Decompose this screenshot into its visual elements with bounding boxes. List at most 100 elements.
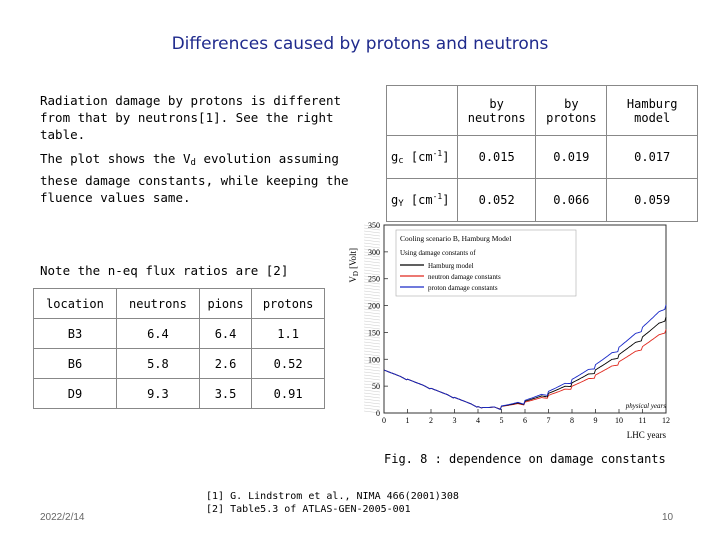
table-cell: 0.52 (251, 348, 325, 379)
table-cell: 1.1 (251, 318, 325, 349)
hatch-line (363, 338, 381, 342)
hatch-line (363, 380, 381, 384)
x-tick-label: 8 (570, 416, 574, 425)
table-cell: 0.059 (606, 178, 698, 222)
hatch-line (363, 278, 381, 282)
table-cell: 3.5 (198, 378, 253, 409)
slide-title: Differences caused by protons and neutro… (171, 34, 549, 54)
hatch-line (363, 392, 381, 396)
x-tick-label: 11 (639, 416, 647, 425)
table-cell: B6 (33, 348, 117, 379)
y-axis-ticks: 0 50 100 150 200 250 300 350 (368, 221, 388, 418)
desc-sub: d (190, 158, 196, 168)
legend-subtitle: Using damage constants of (400, 249, 476, 257)
header-protons: protons (251, 288, 325, 319)
plot-hatching (363, 224, 381, 414)
legend-entry-neutron: neutron damage constants (428, 273, 501, 281)
table-cell: 0.91 (251, 378, 325, 409)
hatch-line (363, 365, 381, 369)
hatch-line (363, 227, 381, 231)
table-cell: B3 (33, 318, 117, 349)
hatch-line (363, 281, 381, 285)
hatch-line (363, 350, 381, 354)
hatch-line (363, 389, 381, 393)
plot-annotation: physical years (625, 402, 667, 410)
table-row: D9 9.3 3.5 0.91 (33, 378, 325, 409)
table-corner (386, 85, 458, 136)
y-tick-label: 200 (368, 302, 380, 311)
hatch-line (363, 377, 381, 381)
hatch-line (363, 407, 381, 411)
x-tick-label: 6 (523, 416, 527, 425)
hatch-line (363, 287, 381, 291)
hatch-line (363, 248, 381, 252)
x-tick-label: 0 (382, 416, 386, 425)
hatch-line (363, 305, 381, 309)
hatch-line (363, 242, 381, 246)
reference-1: [1] G. Lindstrom et al., NIMA 466(2001)3… (206, 491, 459, 502)
hatch-line (363, 404, 381, 408)
flux-note: Note the n-eq flux ratios are [2] (40, 263, 289, 278)
hatch-line (363, 341, 381, 345)
legend-entry-hamburg: Hamburg model (428, 262, 474, 270)
hatch-line (363, 275, 381, 279)
hatch-line (363, 230, 381, 234)
y-tick-label: 150 (368, 328, 380, 337)
table-cell: 0.015 (456, 135, 537, 179)
hatch-line (363, 263, 381, 267)
hatch-line (363, 269, 381, 273)
hatch-line (363, 326, 381, 330)
legend-entry-proton: proton damage constants (428, 284, 498, 292)
hatch-line (363, 239, 381, 243)
table-cell: 0.052 (456, 178, 537, 222)
row-label-gc: gc [cm-1] (386, 135, 458, 179)
hatch-line (363, 335, 381, 339)
x-tick-label: 12 (662, 416, 670, 425)
header-neutrons: by neutrons (456, 85, 537, 136)
row-label-gy: gY [cm-1] (386, 178, 458, 222)
hatch-line (363, 272, 381, 276)
y-tick-label: 300 (368, 248, 380, 257)
y-tick-label: 250 (368, 275, 380, 284)
hatch-line (363, 260, 381, 264)
hatch-line (363, 251, 381, 255)
hatch-line (363, 296, 381, 300)
plot-curves (383, 304, 667, 411)
hatch-line (363, 254, 381, 258)
y-tick-label: 0 (376, 409, 380, 418)
plot-description: The plot shows the Vd evolution assuming… (40, 150, 370, 206)
hatch-line (363, 233, 381, 237)
table-cell: 5.8 (115, 348, 200, 379)
hatch-line (363, 314, 381, 318)
table-row: B6 5.8 2.6 0.52 (33, 348, 325, 379)
hatch-line (363, 299, 381, 303)
x-tick-label: 4 (476, 416, 480, 425)
x-axis-ticks: 0 1 2 3 4 5 6 7 8 9 10 11 12 (382, 409, 670, 425)
curve-proton (383, 304, 667, 411)
table-cell: D9 (33, 378, 117, 409)
hatch-line (363, 320, 381, 324)
hatch-line (363, 347, 381, 351)
slide-date: 2022/2/14 (40, 512, 85, 523)
hatch-line (363, 317, 381, 321)
hatch-line (363, 383, 381, 387)
hatch-line (363, 266, 381, 270)
hatch-line (363, 401, 381, 405)
hatch-line (363, 236, 381, 240)
header-location: location (33, 288, 117, 319)
plot-legend: Cooling scenario B, Hamburg Model Using … (395, 229, 577, 297)
desc-after: evolution assuming these damage constant… (40, 151, 349, 205)
table-cell: 6.4 (115, 318, 200, 349)
hatch-line (363, 323, 381, 327)
references: [1] G. Lindstrom et al., NIMA 466(2001)3… (206, 490, 459, 516)
hatch-line (363, 398, 381, 402)
flux-ratio-table: location neutrons pions protons B3 6.4 6… (33, 288, 325, 409)
x-tick-label: 10 (615, 416, 623, 425)
table-cell: 0.019 (535, 135, 608, 179)
hatch-line (363, 290, 381, 294)
table-row: gc [cm-1] 0.015 0.019 0.017 (386, 135, 698, 179)
hatch-line (363, 293, 381, 297)
intro-paragraph: Radiation damage by protons is different… (40, 93, 342, 142)
hatch-line (363, 308, 381, 312)
damage-constants-table: by neutrons by protons Hamburg model gc … (386, 85, 698, 222)
